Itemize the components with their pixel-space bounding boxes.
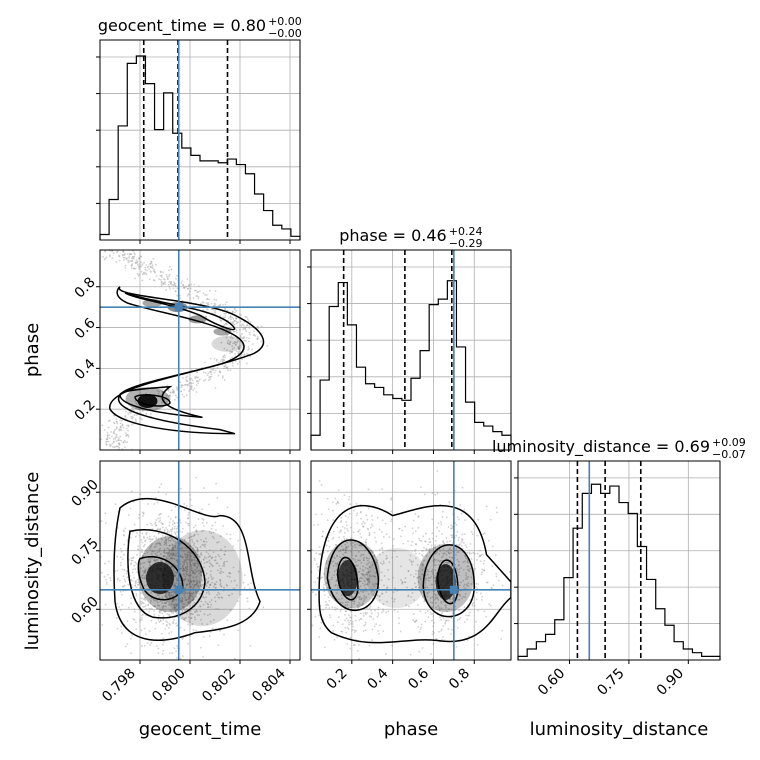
hist-title-luminosity_distance: luminosity_distance = 0.69 +0.09−0.07 [492,436,746,461]
y-tick-label: 0.4 [72,356,99,383]
x-tick-label: 0.802 [199,666,239,706]
title-sub: −0.07 [712,448,746,461]
x-tick-label: 0.4 [364,665,391,692]
density-phase-lumdist [311,470,511,660]
truth-marker [174,303,183,312]
hist-luminosity_distance: 0.60 0.75 0.90 [514,460,721,699]
panel-border [99,249,301,451]
y-tick-label: 0.75 [68,535,101,568]
x-tick-label: 0.60 [535,666,568,699]
hist-geocent_time [96,39,301,244]
x-tick-label: 0.6 [405,665,432,692]
contour-line [109,286,265,435]
panel-border [517,460,721,661]
title-main: phase = 0.46 [339,226,446,245]
contour-line [127,529,206,619]
hist-title-geocent_time: geocent_time = 0.80 +0.00−0.00 [98,15,302,40]
hist-step-phase [310,280,512,450]
x-tick-label: 0.2 [324,666,351,693]
x-axis-label-luminosity_distance: luminosity_distance [530,719,709,740]
panel-border [310,460,512,661]
x-tick-label: 0.90 [654,666,687,699]
x-axis-label-geocent_time: geocent_time [139,719,262,740]
contour-line [113,497,261,641]
contour-line [137,556,184,601]
hist-title-phase: phase = 0.46 +0.24−0.29 [339,225,482,250]
title-sup: +0.00 [268,15,302,28]
title-sub: −0.29 [449,237,483,250]
y-tick-label: 0.8 [72,274,99,301]
density-geocent-phase [100,250,269,450]
title-main: luminosity_distance = 0.69 [492,437,710,457]
title-sub: −0.00 [268,27,302,40]
x-axis-label-phase: phase [384,719,438,740]
x-tick-label: 0.8 [446,666,473,693]
title-sup: +0.09 [712,436,746,449]
panel-geocent-phase: 0.2 0.4 0.6 0.8 [72,249,301,454]
panel-border [310,249,512,451]
y-axis-label-luminosity_distance: luminosity_distance [22,472,43,651]
x-tick-label: 0.798 [99,666,139,706]
hist-step-geocent_time [99,55,301,240]
contour-line [318,504,511,644]
y-tick-label: 0.6 [72,315,99,342]
contour-line [326,539,476,618]
panel-border [99,39,301,241]
panel-phase-lumdist: 0.2 0.4 0.6 0.8 [307,460,512,693]
y-tick-label: 0.60 [68,594,101,627]
density-geocent-lumdist [100,476,265,660]
title-sup: +0.24 [449,225,483,238]
truth-marker [174,585,183,594]
x-tick-label: 0.75 [594,666,627,699]
x-tick-label: 0.804 [249,665,289,705]
hist-step-luminosity_distance [517,483,721,660]
y-tick-label: 0.2 [72,397,99,424]
hist-phase [307,249,512,454]
panel-geocent-lumdist: 0.798 0.800 0.802 0.804 0.60 0.75 0.90 [68,460,301,706]
title-main: geocent_time = 0.80 [98,16,266,36]
contour-line [119,292,236,419]
contour-line [134,394,171,407]
truth-marker [449,585,458,594]
y-axis-label-phase: phase [22,323,43,377]
panel-border [99,460,301,661]
x-tick-label: 0.800 [149,666,189,706]
y-tick-label: 0.90 [68,477,101,510]
